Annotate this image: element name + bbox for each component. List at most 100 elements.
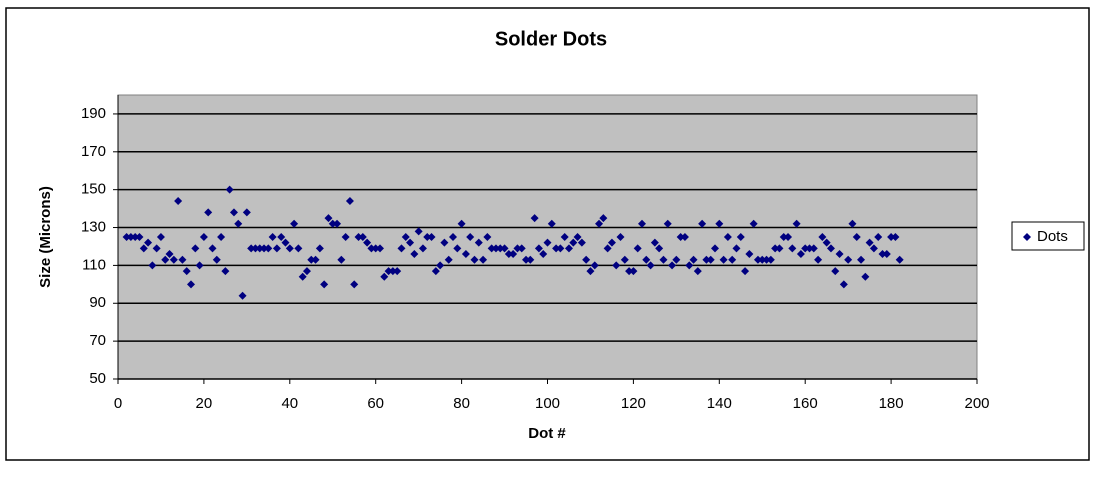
x-tick-label: 60 [367, 395, 384, 412]
y-tick-label: 90 [89, 294, 106, 311]
point [174, 197, 183, 206]
x-tick-label: 200 [964, 395, 989, 412]
y-tick-label: 150 [81, 181, 106, 198]
point [496, 244, 505, 253]
point [358, 233, 367, 241]
point [865, 238, 874, 247]
point [680, 233, 689, 241]
point [187, 280, 196, 289]
point [719, 255, 728, 264]
x-tick-label: 160 [793, 395, 818, 412]
plot-area [117, 94, 978, 380]
point [603, 244, 612, 253]
point [401, 233, 410, 241]
point [341, 233, 350, 241]
point [766, 255, 775, 264]
point [577, 238, 586, 247]
y-tick-label: 110 [82, 256, 106, 273]
point [431, 267, 440, 276]
point [418, 244, 427, 253]
point [633, 244, 642, 253]
point [457, 219, 466, 228]
point [178, 255, 187, 264]
point [234, 219, 243, 228]
point [345, 197, 354, 206]
point [298, 272, 307, 281]
point [242, 208, 251, 217]
point [212, 255, 221, 264]
point [397, 244, 406, 253]
point [590, 261, 599, 270]
point [474, 238, 483, 247]
chart-title: Solder Dots [495, 28, 607, 50]
point [466, 233, 475, 241]
point [543, 238, 552, 247]
point [573, 233, 582, 241]
point [801, 244, 810, 253]
y-axis-title: Size (Microns) [37, 186, 54, 288]
point [530, 214, 539, 223]
point [878, 250, 887, 259]
point [393, 267, 402, 276]
point [775, 244, 784, 253]
point [268, 233, 277, 241]
point [302, 267, 311, 276]
point [582, 255, 591, 264]
point [277, 233, 286, 241]
point [363, 238, 372, 247]
point [749, 219, 758, 228]
point [513, 244, 522, 253]
point [436, 261, 445, 270]
point [779, 233, 788, 241]
y-tick-label: 190 [81, 105, 106, 122]
point [547, 219, 556, 228]
point [861, 272, 870, 281]
point [247, 244, 256, 253]
point [685, 261, 694, 270]
point [728, 255, 737, 264]
point [612, 261, 621, 270]
point [869, 244, 878, 253]
point [195, 261, 204, 270]
point [337, 255, 346, 264]
point [839, 280, 848, 289]
point [208, 244, 217, 253]
point [784, 233, 793, 241]
point [260, 244, 269, 253]
point [517, 244, 526, 253]
x-tick-label: 140 [707, 395, 732, 412]
point [139, 244, 148, 253]
point [229, 208, 238, 217]
point [715, 219, 724, 228]
point [741, 267, 750, 276]
point [225, 185, 234, 194]
point [556, 244, 565, 253]
point [311, 255, 320, 264]
point [857, 255, 866, 264]
point [388, 267, 397, 276]
point [753, 255, 762, 264]
point [569, 238, 578, 247]
point [367, 244, 376, 253]
point [423, 233, 432, 241]
point [161, 255, 170, 264]
point [144, 238, 153, 247]
point [831, 267, 840, 276]
point [758, 255, 767, 264]
point [307, 255, 316, 264]
point [165, 250, 174, 259]
point [552, 244, 561, 253]
point [333, 219, 342, 228]
point [526, 255, 535, 264]
point [534, 244, 543, 253]
x-tick-label: 40 [281, 395, 298, 412]
point [191, 244, 200, 253]
point [689, 255, 698, 264]
point [788, 244, 797, 253]
point [625, 267, 634, 276]
point [182, 267, 191, 276]
point [427, 233, 436, 241]
x-tick-label: 0 [114, 395, 122, 412]
point [122, 233, 131, 241]
